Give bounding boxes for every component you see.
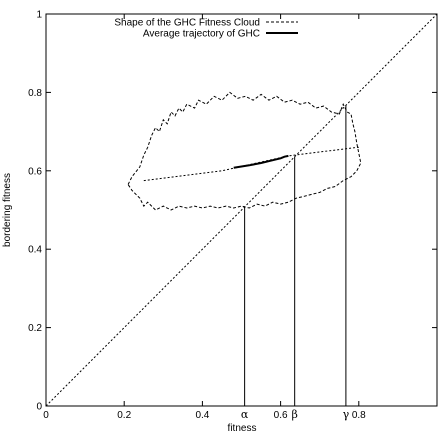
annotation-label: β (291, 408, 297, 421)
y-tick-label: 0.6 (28, 166, 42, 177)
y-tick-label: 0.4 (28, 245, 42, 256)
x-tick-label: 0.4 (195, 410, 209, 421)
y-tick-label: 1 (36, 10, 42, 21)
fitness-cloud-shape (127, 91, 362, 211)
y-tick-label: 0.8 (28, 88, 42, 99)
x-axis-title: fitness (228, 423, 257, 432)
annotation-label: γ (343, 408, 350, 421)
plot-frame (45, 13, 438, 407)
regression-line (143, 146, 359, 182)
average-trajectory-line (233, 154, 289, 169)
x-tick-label: 0.2 (117, 410, 131, 421)
y-tick-label: 0.2 (28, 323, 42, 334)
x-tick-label: 0.6 (274, 410, 288, 421)
x-tick-label: 0 (43, 410, 49, 421)
legend-label: Shape of the GHC Fitness Cloud (114, 18, 260, 29)
annotation-label: α (241, 408, 249, 421)
legend-label: Average trajectory of GHC (143, 29, 260, 40)
y-tick-label: 0 (36, 402, 42, 413)
plot-area: 0 0.2 0.4 0.6 0.8 0 0.2 0.4 0.6 0.8 1 α β γ Shape of t… (28, 10, 438, 421)
y-axis-title: bordering fitness (2, 173, 13, 247)
x-tick-label: 0.8 (352, 410, 366, 421)
diagonal-line (45, 13, 438, 407)
